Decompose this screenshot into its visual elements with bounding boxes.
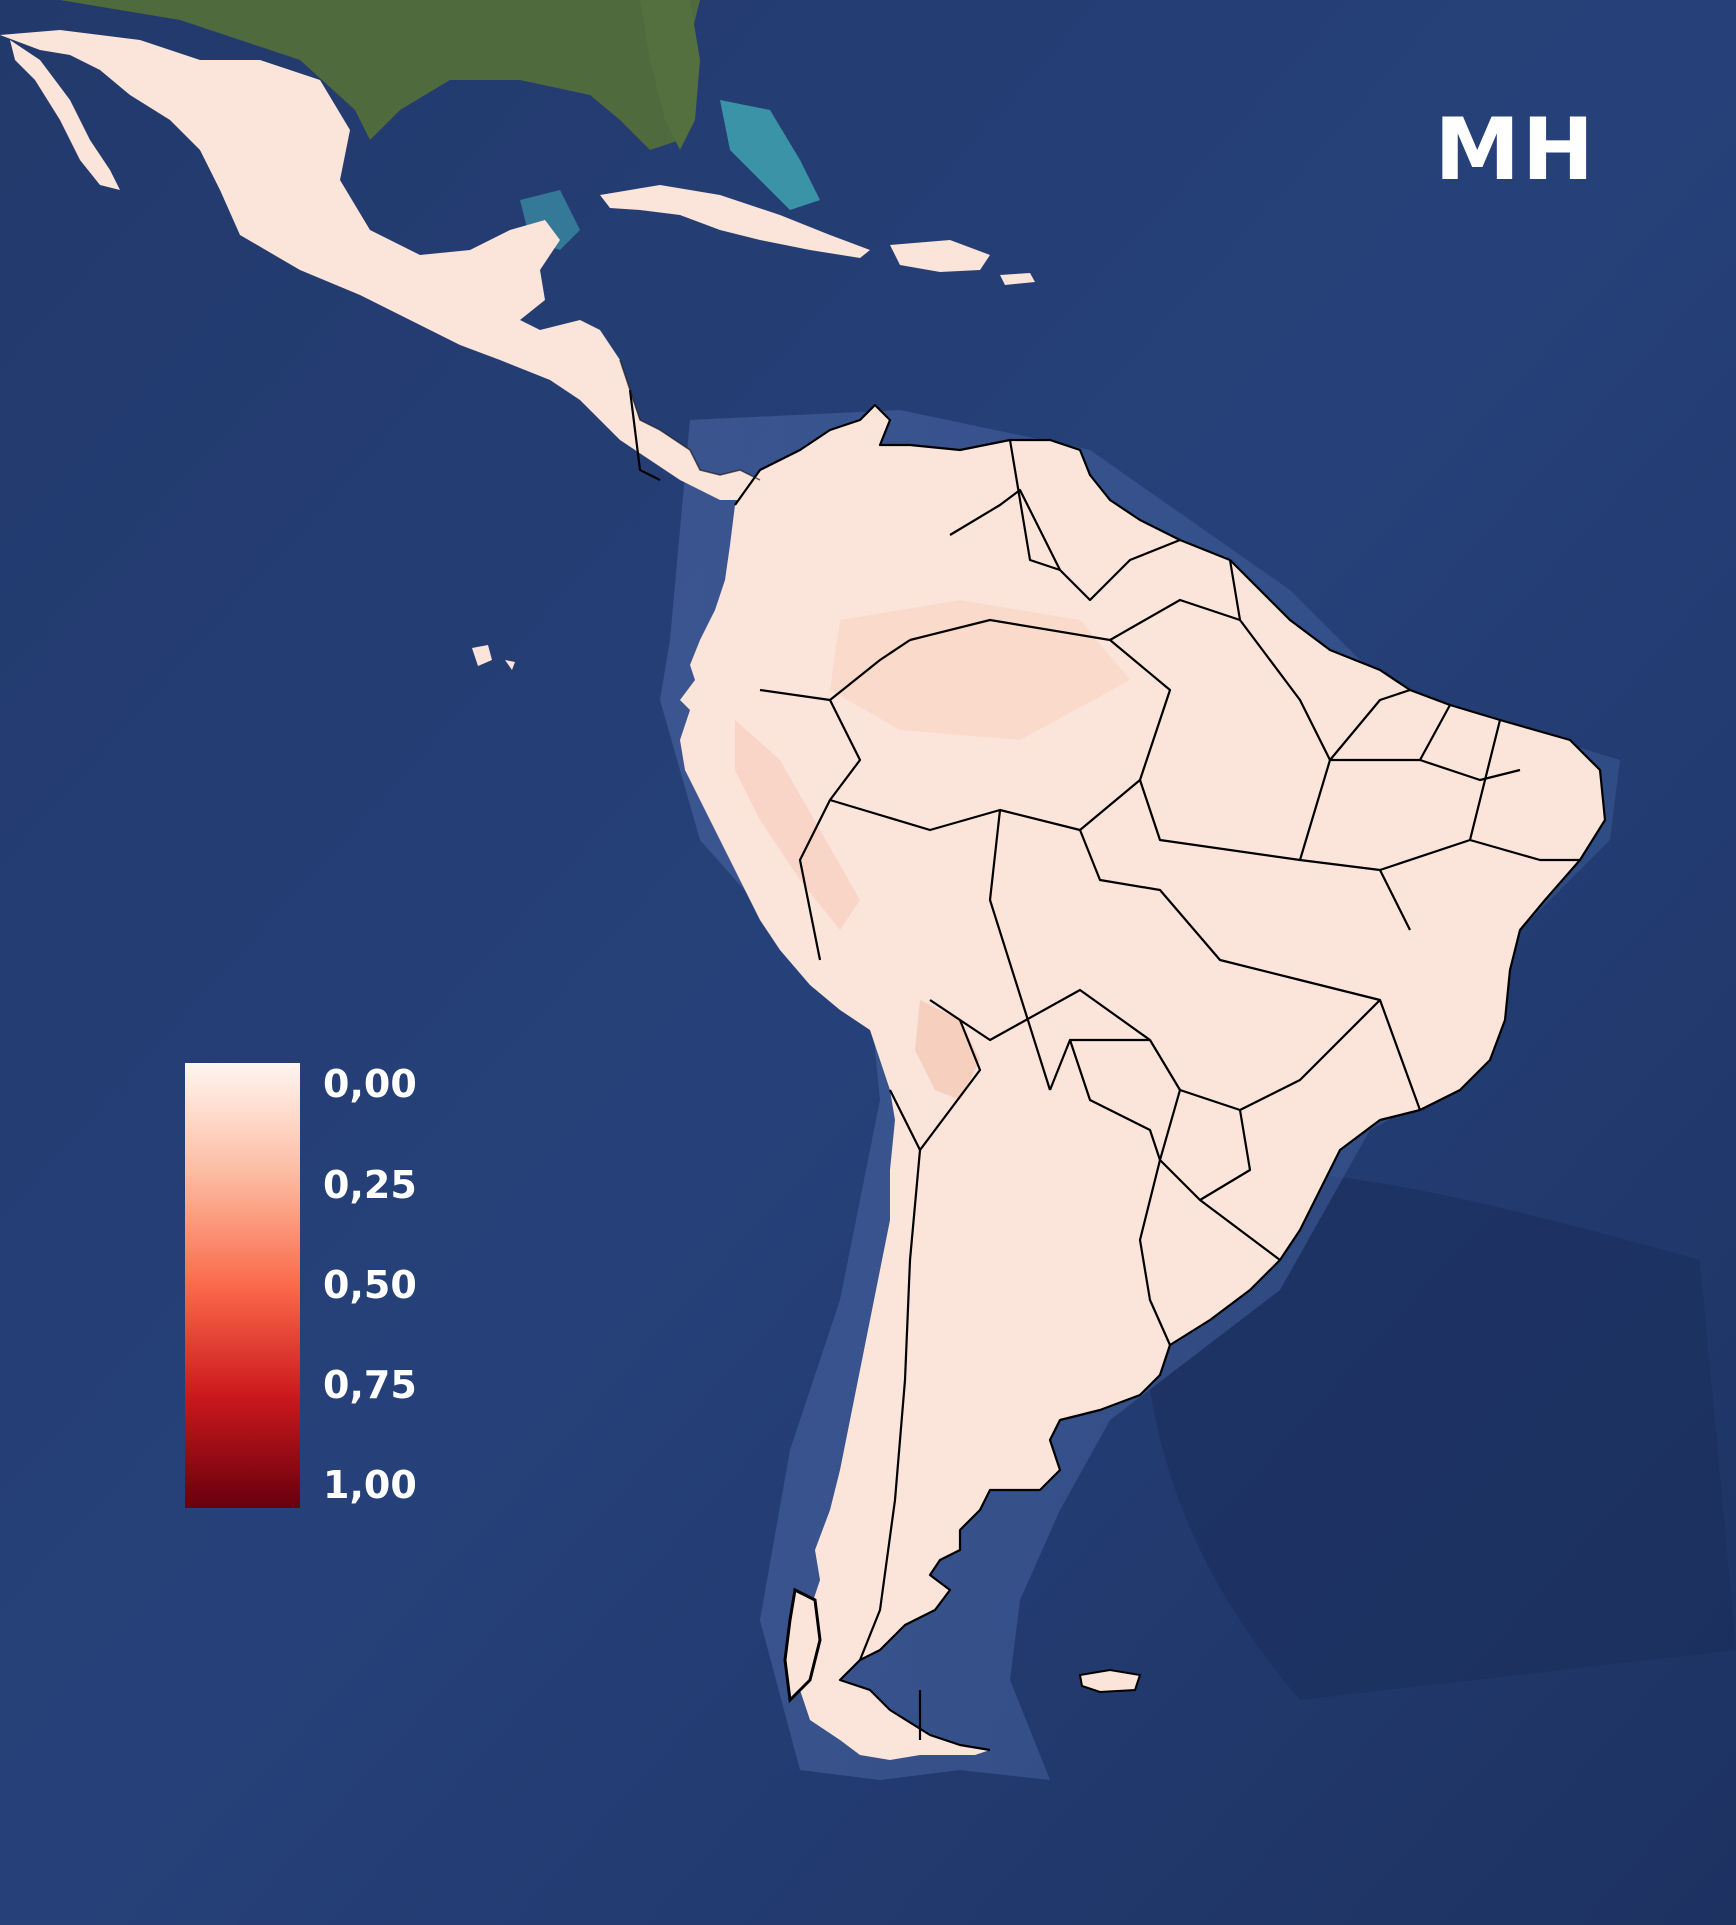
map-title: MH: [1434, 100, 1596, 200]
legend-label-3: 0,75: [323, 1363, 417, 1407]
puerto-rico-island: [1000, 273, 1035, 285]
cuba-island: [600, 185, 870, 258]
amazon-higher-values: [830, 600, 1130, 740]
mexico-central-america-land: [0, 30, 760, 500]
south-america-land: [680, 405, 1605, 1760]
central-america-coastline: [619, 359, 761, 481]
hispaniola-island: [890, 240, 990, 272]
bahamas-shallows: [720, 100, 820, 210]
florida-peninsula: [640, 0, 700, 150]
political-borders: [628, 389, 1607, 1752]
peru-coast-values: [735, 720, 860, 930]
ocean-basin-shade: [1142, 1171, 1736, 1700]
falkland-islands: [1078, 1668, 1142, 1694]
chile-fjord-islands: [783, 1587, 822, 1704]
legend-label-1: 0,25: [323, 1163, 417, 1207]
legend-label-2: 0,50: [323, 1263, 417, 1307]
color-scale-legend: 0,00 0,25 0,50 0,75 1,00: [185, 1063, 455, 1508]
map-scale-gradient: [185, 1063, 300, 1508]
baja-california: [10, 40, 120, 190]
north-america-land: [0, 0, 700, 150]
legend-label-0: 0,00: [323, 1062, 417, 1106]
andes-higher-values: [915, 1000, 980, 1100]
legend-label-4: 1,00: [323, 1463, 417, 1507]
galapagos-islands: [472, 645, 515, 670]
